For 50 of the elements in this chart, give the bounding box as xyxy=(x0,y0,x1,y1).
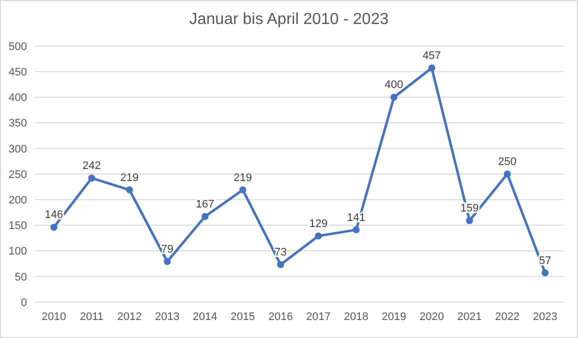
point xyxy=(202,212,209,220)
x-tick-label: 2022 xyxy=(495,311,520,323)
chart-title: Januar bis April 2010 - 2023 xyxy=(189,11,389,28)
y-tick-label: 150 xyxy=(8,220,27,232)
x-tick-label: 2018 xyxy=(344,311,368,323)
x-tick-label: 2016 xyxy=(268,311,293,323)
data-label: 457 xyxy=(422,50,441,62)
y-tick-label: 350 xyxy=(8,118,27,130)
y-tick-label: 500 xyxy=(8,40,27,53)
point xyxy=(50,224,58,231)
data-label: 219 xyxy=(234,172,252,184)
point xyxy=(314,232,322,240)
y-tick-label: 250 xyxy=(8,168,27,181)
y-tick-label: 200 xyxy=(8,194,27,206)
point xyxy=(277,261,284,268)
data-label: 400 xyxy=(384,79,404,92)
data-label: 242 xyxy=(82,160,101,172)
data-label: 219 xyxy=(120,172,139,184)
y-tick-label: 400 xyxy=(8,92,27,104)
point xyxy=(239,186,246,194)
data-label: 79 xyxy=(161,244,174,256)
point xyxy=(466,217,474,224)
data-label: 167 xyxy=(196,198,214,210)
point xyxy=(504,170,511,178)
y-tick-label: 50 xyxy=(14,271,27,284)
x-tick-label: 2014 xyxy=(192,311,218,323)
point xyxy=(428,64,436,72)
x-tick-label: 2023 xyxy=(532,311,558,323)
y-tick-label: 450 xyxy=(8,66,27,78)
x-tick-label: 2010 xyxy=(42,311,66,323)
y-tick-label: 100 xyxy=(8,246,27,258)
x-tick-label: 2015 xyxy=(230,311,256,323)
x-tick-label: 2021 xyxy=(457,311,482,323)
data-label: 129 xyxy=(309,218,328,230)
data-label: 73 xyxy=(274,246,287,259)
y-tick-label: 0 xyxy=(20,296,27,309)
x-tick-label: 2017 xyxy=(306,311,331,323)
point xyxy=(164,258,171,266)
point xyxy=(542,269,549,276)
point xyxy=(126,186,133,194)
x-tick-label: 2013 xyxy=(155,311,180,323)
point xyxy=(88,174,96,182)
x-tick-label: 2019 xyxy=(382,311,406,323)
point xyxy=(390,94,398,101)
point xyxy=(352,226,360,234)
x-tick-label: 2012 xyxy=(117,311,142,323)
y-tick-label: 300 xyxy=(8,143,27,156)
x-tick-label: 2020 xyxy=(420,311,444,323)
data-label: 250 xyxy=(498,156,516,168)
x-tick-label: 2011 xyxy=(80,311,104,323)
